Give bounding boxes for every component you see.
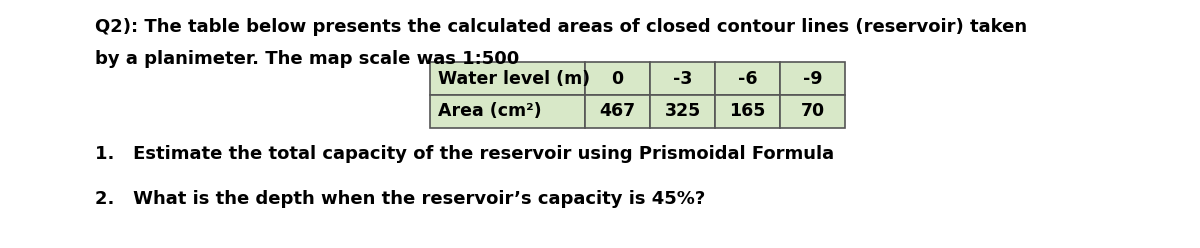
Bar <box>430 62 586 95</box>
Text: -9: -9 <box>803 69 822 88</box>
Text: -6: -6 <box>738 69 757 88</box>
Text: -3: -3 <box>673 69 692 88</box>
Bar <box>780 95 845 128</box>
Bar <box>650 62 715 95</box>
Bar <box>586 95 650 128</box>
Text: 70: 70 <box>800 102 824 121</box>
Bar <box>715 62 780 95</box>
Text: 2.   What is the depth when the reservoir’s capacity is 45%?: 2. What is the depth when the reservoir’… <box>95 190 706 208</box>
Text: Q2): The table below presents the calculated areas of closed contour lines (rese: Q2): The table below presents the calcul… <box>95 18 1027 36</box>
Text: Area (cm²): Area (cm²) <box>438 102 541 121</box>
Bar <box>586 62 650 95</box>
Text: 165: 165 <box>730 102 766 121</box>
Text: 467: 467 <box>600 102 636 121</box>
Text: 325: 325 <box>665 102 701 121</box>
Bar <box>780 62 845 95</box>
Text: by a planimeter. The map scale was 1:500: by a planimeter. The map scale was 1:500 <box>95 50 520 68</box>
Bar <box>650 95 715 128</box>
Bar <box>715 95 780 128</box>
Text: Water level (m): Water level (m) <box>438 69 590 88</box>
Text: 1.   Estimate the total capacity of the reservoir using Prismoidal Formula: 1. Estimate the total capacity of the re… <box>95 145 834 163</box>
Bar <box>430 95 586 128</box>
Text: 0: 0 <box>612 69 624 88</box>
